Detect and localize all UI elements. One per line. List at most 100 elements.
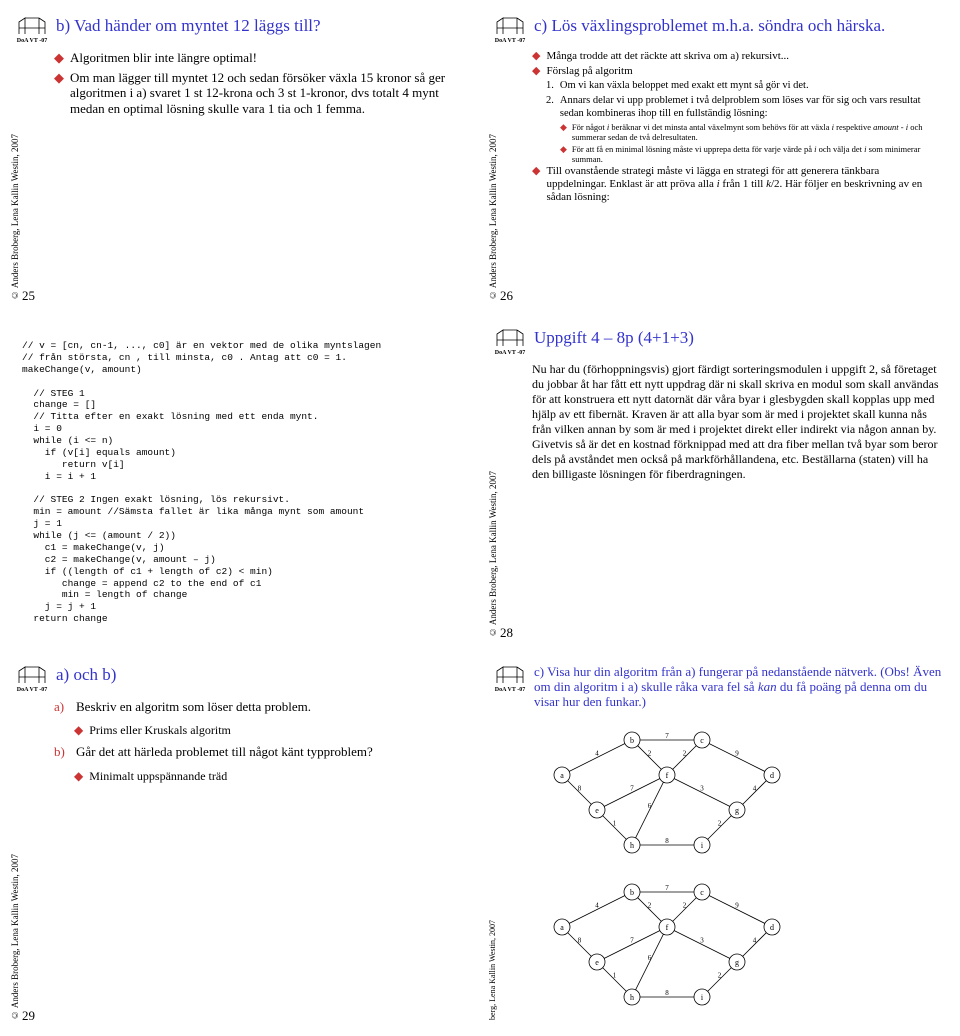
slide-title: c) Lös växlingsproblemet m.h.a. söndra o…	[534, 16, 885, 36]
course-tag: DoA VT -07	[17, 38, 47, 44]
course-tag: DoA VT -07	[495, 350, 525, 356]
bridge-icon	[495, 328, 525, 348]
item-text: Annars delar vi upp problemet i två delp…	[560, 95, 942, 120]
slide-29: DoA VT -07 a) och b) a) Beskriv en algor…	[8, 657, 474, 1028]
letter-a: a)	[54, 699, 70, 715]
slide-26: DoA VT -07 c) Lös växlingsproblemet m.h.…	[486, 8, 952, 308]
diamond-icon: ◆	[54, 50, 64, 66]
course-tag: DoA VT -07	[495, 687, 525, 693]
slide-title: a) och b)	[56, 665, 116, 685]
pseudocode-block: // v = [cn, cn-1, ..., c0] är en vektor …	[14, 328, 464, 637]
svg-text:3: 3	[700, 936, 704, 944]
sub-bullet: ◆ Prims eller Kruskals algoritm	[74, 723, 464, 738]
bridge-icon	[495, 665, 525, 685]
logo-block: DoA VT -07	[14, 16, 50, 44]
slide-number: 29	[22, 1008, 35, 1024]
svg-text:8: 8	[665, 989, 669, 997]
svg-text:2: 2	[718, 819, 722, 827]
diamond-icon: ◆	[74, 769, 83, 784]
svg-text:h: h	[630, 841, 634, 850]
diamond-icon: ◆	[560, 144, 567, 164]
bullet-text: Till ovanstående strategi måste vi lägga…	[546, 165, 942, 205]
svg-text:h: h	[630, 993, 634, 1002]
bridge-icon	[17, 665, 47, 685]
slide-number: 25	[22, 288, 35, 304]
slide-28: DoA VT -07 Uppgift 4 – 8p (4+1+3) Nu har…	[486, 320, 952, 645]
diamond-icon: ◆	[532, 165, 540, 205]
svg-text:f: f	[666, 923, 669, 932]
slide-27-code: // v = [cn, cn-1, ..., c0] är en vektor …	[8, 320, 474, 645]
item-text: Om vi kan växla beloppet med exakt ett m…	[560, 80, 809, 93]
letter-b: b)	[54, 744, 70, 760]
diamond-icon: ◆	[54, 70, 64, 117]
sub-bullet: ◆ För något i beräknar vi det minsta ant…	[560, 122, 942, 142]
graph-svg: 4798224731628abcdefghi	[532, 872, 812, 1017]
copyright-sidebar: © Anders Broberg, Lena Kallin Westin, 20…	[10, 134, 20, 300]
svg-text:e: e	[595, 806, 599, 815]
svg-text:e: e	[595, 958, 599, 967]
sub-text: För att få en minimal lösning måste vi u…	[572, 144, 942, 164]
numbered-item: 2. Annars delar vi upp problemet i två d…	[546, 95, 942, 120]
svg-text:2: 2	[648, 749, 652, 757]
svg-text:g: g	[735, 806, 739, 815]
network-graph-2: 4798224731628abcdefghi	[532, 872, 942, 1020]
numbered-item: 1. Om vi kan växla beloppet med exakt et…	[546, 80, 942, 93]
bridge-icon	[17, 16, 47, 36]
slide-25: DoA VT -07 b) Vad händer om myntet 12 lä…	[8, 8, 474, 308]
copyright-sidebar: © Anders Broberg, Lena Kallin Westin, 20…	[488, 134, 498, 300]
sub-bullet: ◆ För att få en minimal lösning måste vi…	[560, 144, 942, 164]
bullet: ◆ Många trodde att det räckte att skriva…	[532, 50, 942, 63]
svg-text:g: g	[735, 958, 739, 967]
diamond-icon: ◆	[532, 65, 540, 78]
slide-number: 26	[500, 288, 513, 304]
slide-title: c) Visa hur din algoritm från a) fungera…	[534, 665, 942, 710]
sub-text: Minimalt uppspännande träd	[89, 769, 227, 784]
svg-text:3: 3	[700, 784, 704, 792]
network-graph-1: 4798224731628abcdefghi	[532, 720, 942, 868]
svg-text:2: 2	[718, 971, 722, 979]
copyright-sidebar: © Anders Broberg, Lena Kallin Westin, 20…	[10, 854, 20, 1020]
slide-title: Uppgift 4 – 8p (4+1+3)	[534, 328, 694, 348]
logo-block: DoA VT -07	[14, 665, 50, 693]
diamond-icon: ◆	[532, 50, 540, 63]
svg-text:7: 7	[630, 784, 634, 792]
body-paragraph: Nu har du (förhoppningsvis) gjort färdig…	[532, 362, 942, 482]
item-number: 2.	[546, 95, 554, 120]
bullet: ◆ Till ovanstående strategi måste vi läg…	[532, 165, 942, 205]
slide-title: b) Vad händer om myntet 12 läggs till?	[56, 16, 321, 36]
svg-text:1: 1	[613, 819, 617, 827]
svg-text:6: 6	[648, 954, 652, 962]
svg-text:8: 8	[578, 936, 582, 944]
course-tag: DoA VT -07	[495, 38, 525, 44]
bridge-icon	[495, 16, 525, 36]
sub-text: För något i beräknar vi det minsta antal…	[572, 122, 942, 142]
bullet-text: Förslag på algoritm	[546, 65, 632, 78]
slide-number: 28	[500, 625, 513, 641]
lettered-item-b: b) Går det att härleda problemet till nå…	[54, 744, 464, 760]
lettered-text: Beskriv en algoritm som löser detta prob…	[76, 699, 311, 715]
diamond-icon: ◆	[74, 723, 83, 738]
svg-text:b: b	[630, 736, 634, 745]
bullet-text: Algoritmen blir inte längre optimal!	[70, 50, 257, 66]
svg-text:8: 8	[665, 837, 669, 845]
svg-text:1: 1	[613, 971, 617, 979]
svg-text:f: f	[666, 771, 669, 780]
logo-block: DoA VT -07	[492, 328, 528, 356]
bullet: ◆ Förslag på algoritm	[532, 65, 942, 78]
graph-svg: 4798224731628abcdefghi	[532, 720, 812, 865]
bullet-text: Om man lägger till myntet 12 och sedan f…	[70, 70, 464, 117]
slide-30: DoA VT -07 c) Visa hur din algoritm från…	[486, 657, 952, 1028]
copyright-sidebar: © Anders Broberg, Lena Kallin Westin, 20…	[488, 471, 498, 637]
svg-text:9: 9	[735, 749, 739, 757]
svg-text:a: a	[560, 771, 564, 780]
bullet: ◆ Om man lägger till myntet 12 och sedan…	[54, 70, 464, 117]
logo-block: DoA VT -07	[492, 16, 528, 44]
lettered-item-a: a) Beskriv en algoritm som löser detta p…	[54, 699, 464, 715]
svg-text:4: 4	[595, 901, 599, 909]
logo-block: DoA VT -07	[492, 665, 528, 693]
svg-text:7: 7	[665, 884, 669, 892]
bullet: ◆ Algoritmen blir inte längre optimal!	[54, 50, 464, 66]
svg-text:b: b	[630, 888, 634, 897]
svg-text:c: c	[700, 888, 704, 897]
svg-text:8: 8	[578, 784, 582, 792]
